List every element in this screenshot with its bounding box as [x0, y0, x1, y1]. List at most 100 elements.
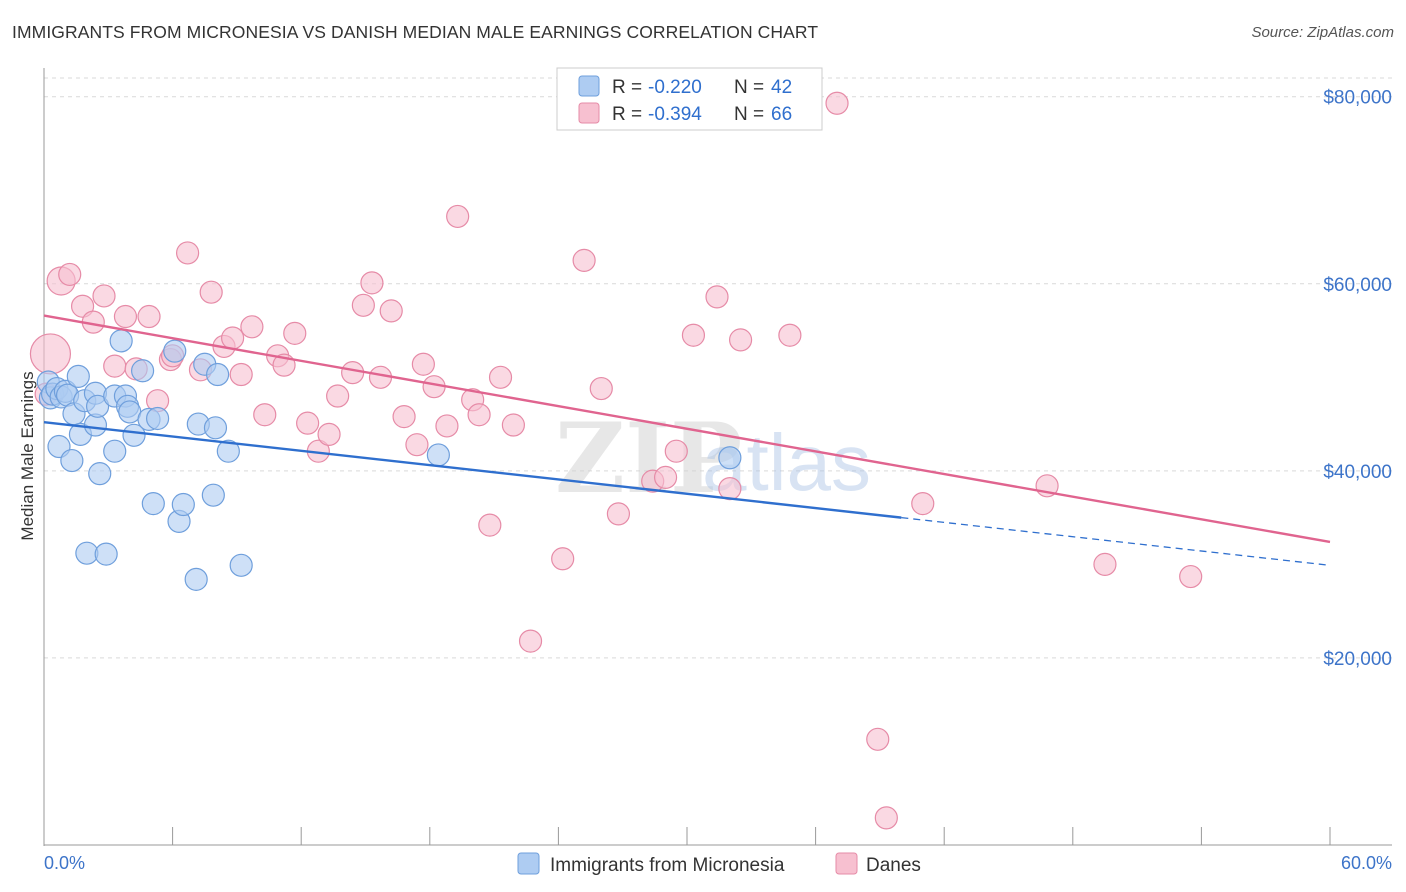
- series-legend-label-micronesia: Immigrants from Micronesia: [550, 855, 785, 876]
- danes-trend-line: [43, 314, 1331, 544]
- danes-point: [728, 328, 753, 352]
- legend-n-label-blue: N =: [734, 77, 764, 98]
- micronesia-point: [141, 491, 165, 516]
- danes-point: [341, 361, 365, 385]
- danes-point: [296, 411, 320, 435]
- legend-n-value-pink: 66: [771, 104, 792, 125]
- legend-r-value-blue: -0.220: [648, 77, 702, 98]
- source-credit: Source: ZipAtlas.com: [1251, 24, 1394, 41]
- danes-point: [317, 422, 341, 446]
- danes-point: [488, 365, 513, 389]
- danes-point: [664, 439, 688, 463]
- danes-point: [705, 285, 729, 309]
- danes-point: [866, 727, 890, 751]
- y-tick-labels: $20,000 $40,000 $60,000 $80,000: [1323, 88, 1392, 670]
- danes-point: [360, 271, 384, 295]
- legend-r-value-pink: -0.394: [648, 104, 702, 125]
- danes-point: [70, 294, 95, 318]
- danes-point: [253, 403, 277, 427]
- danes-point: [283, 321, 307, 345]
- danes-point: [825, 91, 849, 115]
- micronesia-point: [66, 364, 90, 388]
- danes-point: [501, 413, 525, 437]
- micronesia-point: [201, 483, 225, 507]
- danes-point: [351, 293, 375, 317]
- danes-point: [435, 414, 459, 438]
- x-ticks: [172, 827, 1331, 845]
- danes-point: [874, 806, 898, 830]
- micronesia-point: [203, 416, 228, 440]
- y-tick-label: $60,000: [1323, 275, 1392, 296]
- x-tick-label-min: 0.0%: [44, 853, 85, 873]
- danes-point: [176, 241, 200, 265]
- series-legend: Immigrants from Micronesia Danes: [517, 852, 921, 876]
- danes-point: [411, 352, 435, 376]
- legend-n-label-pink: N =: [734, 104, 764, 125]
- danes-point: [718, 477, 742, 501]
- danes-point: [572, 248, 596, 272]
- micronesia-point: [103, 439, 127, 463]
- series-legend-swatch-micronesia: [517, 852, 540, 875]
- micronesia-trend-line: [43, 421, 902, 519]
- danes-point: [446, 204, 470, 229]
- danes-point: [392, 405, 416, 429]
- micronesia-point: [216, 439, 240, 463]
- x-tick-label-max: 60.0%: [1341, 853, 1392, 873]
- series-legend-label-danes: Danes: [866, 855, 921, 876]
- micronesia-point: [109, 329, 133, 353]
- micronesia-point: [145, 406, 170, 431]
- danes-point: [113, 304, 138, 329]
- y-tick-label: $80,000: [1323, 88, 1392, 109]
- danes-point: [229, 362, 253, 387]
- micronesia-point: [130, 359, 155, 383]
- series-legend-swatch-danes: [835, 852, 858, 875]
- danes-point: [221, 326, 245, 350]
- legend-r-label-pink: R =: [612, 104, 642, 125]
- danes-point: [1093, 552, 1117, 576]
- danes-point: [103, 354, 127, 378]
- stats-legend: R = -0.220 N = 42 R = -0.394 N = 66: [556, 67, 823, 131]
- micronesia-point: [85, 394, 110, 418]
- micronesia-point: [718, 446, 742, 470]
- danes-point: [137, 304, 161, 329]
- micronesia-point: [60, 448, 84, 473]
- danes-point: [92, 284, 116, 308]
- regression-lines: [43, 314, 1331, 566]
- danes-point: [681, 323, 706, 347]
- danes-point: [478, 513, 502, 537]
- y-tick-label: $20,000: [1323, 649, 1392, 670]
- danes-point: [326, 384, 350, 408]
- micronesia-point: [426, 443, 450, 467]
- micronesia-trend-extension: [901, 516, 1331, 566]
- danes-point: [467, 403, 491, 427]
- micronesia-point: [229, 553, 253, 577]
- danes-point: [405, 433, 429, 457]
- danes-point: [240, 315, 264, 339]
- legend-r-label-blue: R =: [612, 77, 642, 98]
- micronesia-points: [36, 329, 742, 591]
- y-tick-label: $40,000: [1323, 462, 1392, 483]
- danes-point: [551, 547, 575, 571]
- danes-point: [911, 491, 935, 516]
- danes-point: [606, 502, 631, 526]
- legend-n-value-blue: 42: [771, 77, 792, 98]
- y-axis-title: Median Male Earnings: [18, 371, 37, 540]
- danes-point: [653, 465, 678, 490]
- danes-point: [1179, 564, 1203, 589]
- danes-point: [778, 323, 802, 347]
- danes-point: [379, 299, 403, 323]
- micronesia-point: [206, 362, 230, 387]
- chart-title: IMMIGRANTS FROM MICRONESIA VS DANISH MED…: [12, 22, 819, 42]
- danes-point: [518, 629, 543, 653]
- micronesia-point: [75, 541, 99, 565]
- legend-swatch-blue: [578, 75, 600, 97]
- danes-point: [199, 280, 223, 304]
- micronesia-point: [184, 567, 208, 591]
- legend-swatch-pink: [578, 102, 600, 124]
- danes-point: [58, 262, 82, 287]
- micronesia-point: [94, 542, 118, 566]
- micronesia-point: [88, 462, 112, 486]
- micronesia-point: [122, 423, 146, 447]
- micronesia-point: [171, 492, 195, 517]
